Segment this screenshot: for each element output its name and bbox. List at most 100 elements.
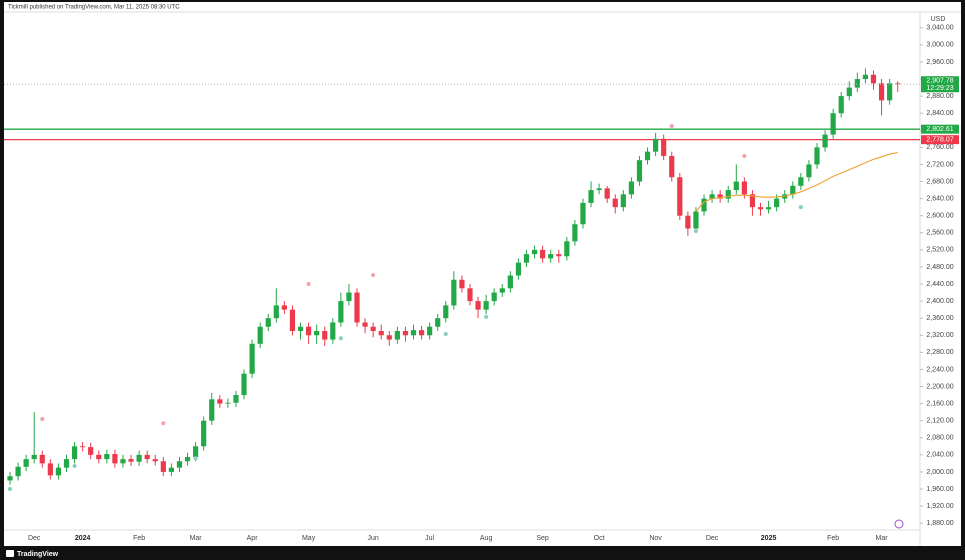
candle-body xyxy=(104,453,110,460)
candle-body xyxy=(838,96,844,114)
candle-body xyxy=(596,188,602,191)
candle-body xyxy=(346,292,352,302)
pivot-low xyxy=(193,456,198,461)
candle-body xyxy=(653,138,659,152)
level-tag xyxy=(921,124,959,134)
x-tick-label: Dec xyxy=(706,535,719,542)
candle-body xyxy=(451,279,457,306)
pivot-low xyxy=(7,486,13,492)
candle-body xyxy=(394,330,400,340)
candle-body xyxy=(273,305,279,319)
candle-body xyxy=(289,309,296,331)
candle-body xyxy=(370,326,376,331)
candle-body xyxy=(378,330,384,336)
pivot-low xyxy=(798,205,803,210)
pivot-low xyxy=(693,228,699,234)
candle-body xyxy=(814,147,820,165)
candle-body xyxy=(604,188,610,199)
candle-body xyxy=(628,181,634,195)
y-tick-label: 2,320.00 xyxy=(926,332,953,339)
candle-body xyxy=(661,138,667,156)
pivot-high xyxy=(371,272,376,278)
y-tick-label: 2,160.00 xyxy=(926,400,953,407)
candle-body xyxy=(677,177,683,216)
candle-body xyxy=(144,454,150,460)
candle-body xyxy=(80,446,86,448)
y-tick-label: 2,120.00 xyxy=(926,418,953,425)
candle-body xyxy=(15,466,21,477)
candle-body xyxy=(862,74,869,80)
event-icon xyxy=(894,519,904,529)
pivot-high xyxy=(40,416,45,422)
candle-body xyxy=(644,151,651,161)
y-tick-label: 2,640.00 xyxy=(926,195,953,202)
candle-body xyxy=(612,198,618,208)
pivot-low xyxy=(443,331,448,337)
x-tick-label: Mar xyxy=(190,535,203,542)
candle-body xyxy=(790,185,796,195)
y-tick-label: 2,560.00 xyxy=(926,230,953,237)
y-tick-label: 1,880.00 xyxy=(926,520,953,527)
candle-body xyxy=(193,446,199,457)
y-tick-label: 2,360.00 xyxy=(926,315,953,322)
level-tag xyxy=(921,135,959,145)
x-tick-label: May xyxy=(302,535,316,542)
candle-body xyxy=(217,399,223,404)
candle-body xyxy=(330,322,336,340)
candle-body xyxy=(822,134,828,148)
y-tick-label: 2,280.00 xyxy=(926,349,953,356)
candle-body xyxy=(854,79,860,88)
pivot-high xyxy=(742,153,747,159)
candle-body xyxy=(418,330,425,336)
pivot-low xyxy=(484,314,489,320)
candle-body xyxy=(523,254,530,263)
candle-body xyxy=(467,288,473,302)
candle-body xyxy=(427,326,433,336)
candle-body xyxy=(201,420,207,447)
candle-body xyxy=(846,87,852,97)
candle-body xyxy=(798,177,804,186)
level-label: 2,802.61 xyxy=(926,126,953,133)
logo-mark xyxy=(6,550,14,557)
candle-body xyxy=(160,461,166,472)
candle-body xyxy=(443,305,449,319)
candle-body xyxy=(47,463,53,476)
candle-body xyxy=(685,215,691,229)
y-tick-label: 2,040.00 xyxy=(926,452,953,459)
x-tick-label: Jul xyxy=(425,535,434,542)
y-tick-label: 2,680.00 xyxy=(926,178,953,185)
candle-body xyxy=(410,330,417,336)
y-tick-label: 2,600.00 xyxy=(926,213,953,220)
candle-body xyxy=(55,467,62,476)
y-tick-label: 2,960.00 xyxy=(926,59,953,66)
logo-text: TradingView xyxy=(17,551,59,558)
pivot-high xyxy=(669,123,674,129)
candle-body xyxy=(281,305,287,310)
candle-body xyxy=(63,459,70,468)
y-tick-label: 2,080.00 xyxy=(926,435,953,442)
y-axis-label: USD xyxy=(931,16,946,23)
last-price-label: 2,907.78 xyxy=(926,78,953,85)
candle-body xyxy=(620,194,626,208)
candle-body xyxy=(806,164,812,178)
candle-body xyxy=(184,456,191,462)
candle-body xyxy=(701,198,707,212)
y-tick-label: 3,040.00 xyxy=(926,25,953,32)
candle-body xyxy=(362,322,368,327)
candle-body xyxy=(354,292,360,323)
candle-body xyxy=(895,83,901,85)
footer-bar xyxy=(0,548,965,560)
y-tick-label: 2,880.00 xyxy=(926,93,953,100)
candle-body xyxy=(878,83,885,101)
candle-body xyxy=(757,207,764,210)
candle-body xyxy=(870,74,877,84)
candle-body xyxy=(168,467,174,472)
countdown: 12:29:23 xyxy=(926,85,953,92)
pivot-high xyxy=(306,281,311,287)
x-tick-label: 2024 xyxy=(75,535,91,542)
y-tick-label: 2,400.00 xyxy=(926,298,953,305)
y-tick-label: 1,920.00 xyxy=(926,503,953,510)
y-tick-label: 2,520.00 xyxy=(926,247,953,254)
x-tick-label: Dec xyxy=(28,535,41,542)
